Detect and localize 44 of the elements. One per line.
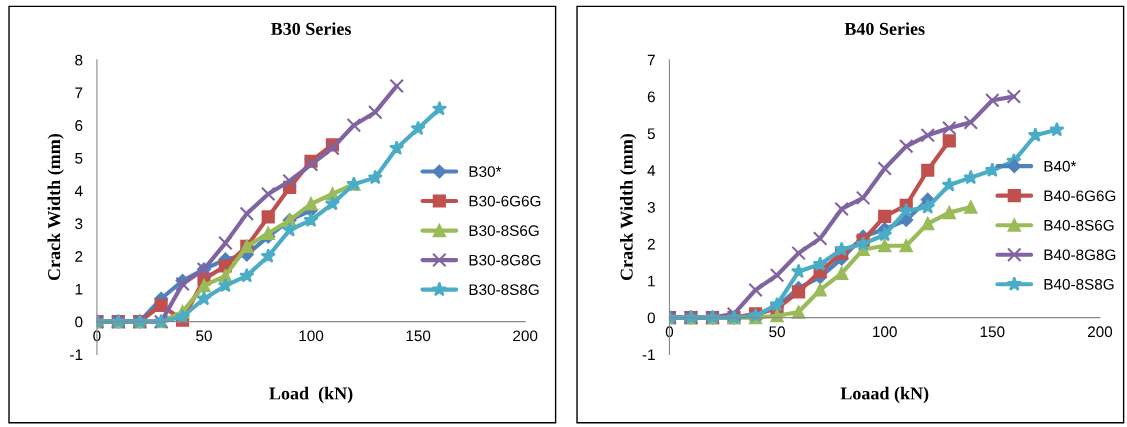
x-tick-label: 200 [1087, 326, 1113, 338]
x-tick-label: 150 [406, 330, 431, 342]
y-tick-label: 3 [75, 218, 83, 230]
y-tick-label: 5 [647, 128, 655, 140]
legend-label: B30* [469, 166, 502, 177]
y-tick-label: 0 [647, 312, 655, 324]
y-axis-title: Crack Width (mm) [620, 133, 637, 281]
legend-label: B40-6G6G [1044, 190, 1116, 202]
y-tick-label: 4 [647, 165, 656, 176]
x-axis-title: Load (kN) [269, 386, 353, 404]
y-axis-title: Crack Width (mm) [47, 133, 64, 281]
x-tick-label: 100 [873, 326, 897, 338]
legend-label: B30-6G6G [469, 195, 541, 207]
legend-label: B40-8S8G [1044, 278, 1114, 290]
y-tick-label: 0 [75, 316, 83, 328]
y-tick-label: 1 [75, 283, 83, 295]
x-tick-label: 200 [513, 330, 538, 342]
x-tick-label: 0 [93, 330, 101, 342]
y-tick-label: 7 [647, 54, 655, 66]
y-tick-label: 6 [647, 91, 655, 103]
y-tick-label: 2 [75, 251, 83, 262]
x-tick-label: 100 [299, 330, 324, 342]
legend-label: B30-8S6G [469, 225, 539, 237]
y-tick-label: -1 [642, 349, 655, 360]
x-tick-label: 50 [769, 326, 785, 338]
y-tick-label: 3 [647, 201, 655, 213]
y-tick-label: 2 [647, 238, 655, 250]
x-tick-label: 150 [980, 326, 1005, 338]
legend-label: B40-8S6G [1044, 219, 1114, 231]
legend-label: B40* [1044, 160, 1077, 172]
chart-title: B30 Series [270, 22, 351, 35]
x-axis-title: Loaad (kN) [840, 386, 929, 404]
y-tick-label: 7 [75, 87, 83, 99]
y-tick-label: 6 [75, 120, 83, 131]
y-tick-label: -1 [70, 349, 83, 360]
legend-label: B30-8S8G [469, 284, 539, 296]
legend-label: B30-8G8G [469, 254, 541, 266]
legend-label: B40-8G8G [1044, 249, 1116, 261]
y-tick-label: 8 [75, 54, 83, 66]
y-tick-label: 5 [75, 153, 83, 164]
x-tick-label: 50 [196, 330, 212, 342]
y-tick-label: 1 [648, 275, 655, 287]
y-tick-label: 4 [74, 185, 83, 197]
chart-title: B40 Series [844, 22, 925, 35]
